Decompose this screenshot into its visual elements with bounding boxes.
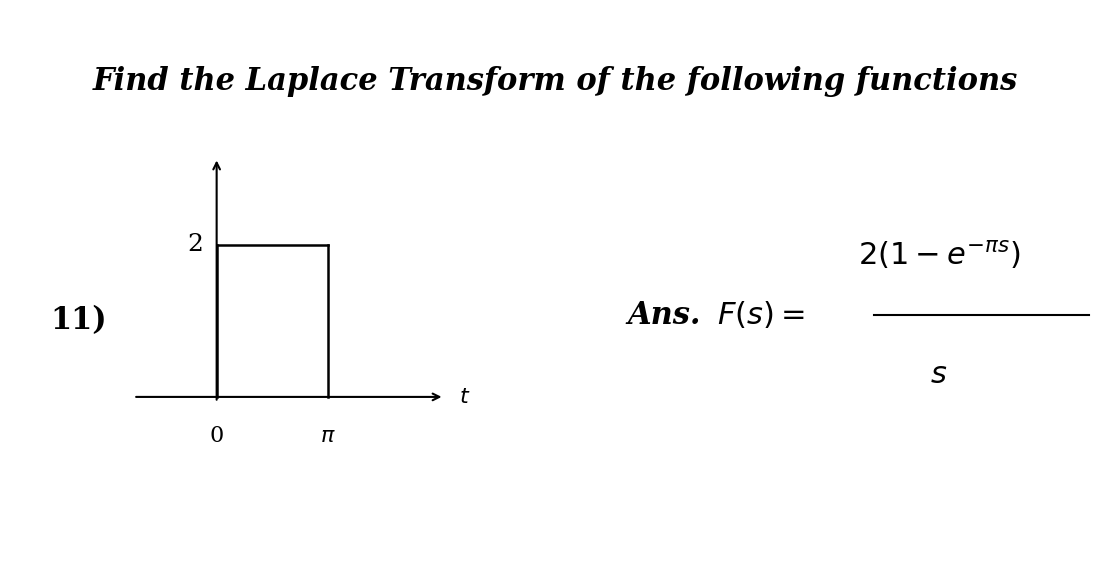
Text: $t$: $t$: [459, 386, 470, 408]
Text: $s$: $s$: [930, 359, 948, 390]
Text: 0: 0: [210, 425, 223, 447]
Text: 11): 11): [50, 305, 107, 337]
Text: $2(1-e^{-\pi s})$: $2(1-e^{-\pi s})$: [858, 240, 1020, 272]
Text: $\pi$: $\pi$: [320, 425, 336, 447]
Text: Find the Laplace Transform of the following functions: Find the Laplace Transform of the follow…: [93, 66, 1018, 97]
Text: Ans.: Ans.: [628, 300, 701, 331]
Text: 2: 2: [188, 234, 203, 256]
Text: $F(s) =$: $F(s) =$: [717, 300, 804, 331]
